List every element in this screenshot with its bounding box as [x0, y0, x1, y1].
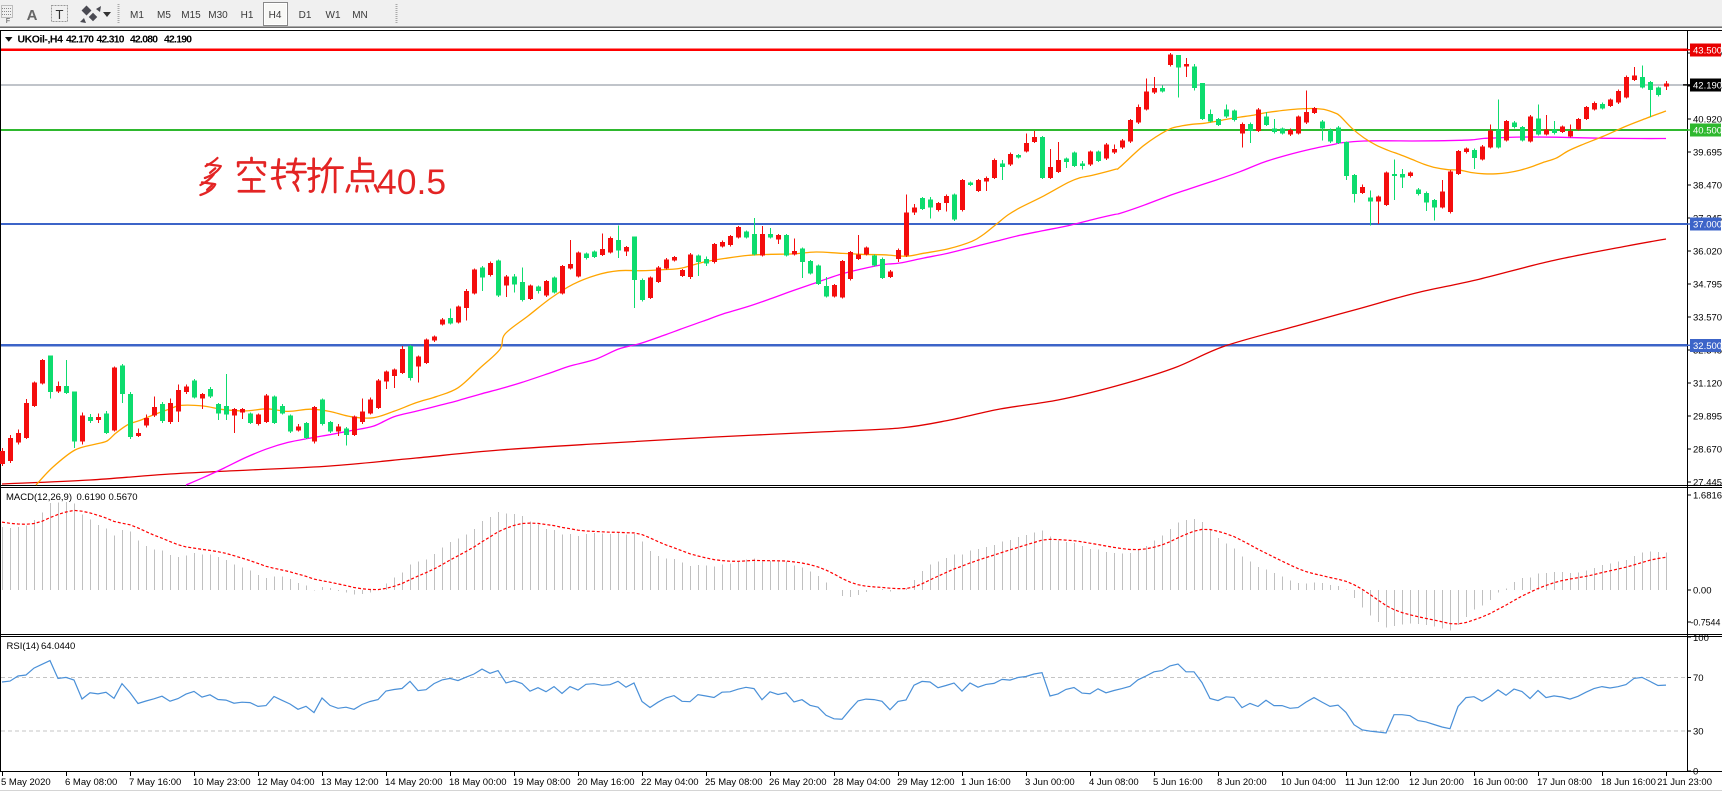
svg-text:1 Jun 16:00: 1 Jun 16:00 — [961, 777, 1011, 788]
svg-text:40.500: 40.500 — [1693, 126, 1722, 137]
svg-text:34.795: 34.795 — [1693, 280, 1722, 291]
svg-text:0.6190: 0.6190 — [77, 492, 106, 503]
svg-text:19 May 08:00: 19 May 08:00 — [513, 777, 571, 788]
svg-text:H4: H4 — [269, 10, 282, 21]
svg-text:12 May 04:00: 12 May 04:00 — [257, 777, 315, 788]
svg-text:D1: D1 — [299, 10, 312, 21]
svg-text:H1: H1 — [241, 10, 254, 21]
svg-text:0.00: 0.00 — [1693, 586, 1712, 597]
svg-text:W1: W1 — [326, 10, 341, 21]
svg-text:28 May 04:00: 28 May 04:00 — [833, 777, 891, 788]
svg-text:5 Jun 16:00: 5 Jun 16:00 — [1153, 777, 1203, 788]
svg-text:42.310: 42.310 — [97, 35, 125, 46]
svg-text:39.695: 39.695 — [1693, 148, 1722, 159]
svg-text:36.020: 36.020 — [1693, 247, 1722, 258]
svg-text:37.000: 37.000 — [1693, 220, 1722, 231]
svg-text:RSI(14): RSI(14) — [7, 641, 40, 652]
svg-text:18 Jun 16:00: 18 Jun 16:00 — [1601, 777, 1656, 788]
svg-text:22 May 04:00: 22 May 04:00 — [641, 777, 699, 788]
svg-text:-0.7544: -0.7544 — [1691, 618, 1721, 628]
svg-text:1.6816: 1.6816 — [1693, 491, 1722, 502]
svg-text:25 May 08:00: 25 May 08:00 — [705, 777, 763, 788]
svg-text:0.5670: 0.5670 — [109, 492, 138, 503]
svg-text:38.470: 38.470 — [1693, 181, 1722, 192]
svg-text:3 Jun 00:00: 3 Jun 00:00 — [1025, 777, 1075, 788]
svg-text:21 Jun 23:00: 21 Jun 23:00 — [1657, 777, 1712, 788]
svg-text:42.190: 42.190 — [164, 35, 192, 46]
svg-text:10 Jun 04:00: 10 Jun 04:00 — [1281, 777, 1336, 788]
svg-text:17 Jun 08:00: 17 Jun 08:00 — [1537, 777, 1592, 788]
svg-text:42.170: 42.170 — [66, 35, 94, 46]
svg-text:16 Jun 00:00: 16 Jun 00:00 — [1473, 777, 1528, 788]
svg-text:F: F — [6, 18, 10, 25]
svg-text:A: A — [27, 7, 38, 24]
svg-text:29 May 12:00: 29 May 12:00 — [897, 777, 955, 788]
svg-text:43.500: 43.500 — [1693, 45, 1722, 56]
svg-text:40.5: 40.5 — [377, 162, 446, 202]
svg-text:5 May 2020: 5 May 2020 — [1, 777, 51, 788]
svg-text:M15: M15 — [181, 10, 201, 21]
svg-text:7 May 16:00: 7 May 16:00 — [129, 777, 181, 788]
svg-text:MACD(12,26,9): MACD(12,26,9) — [6, 492, 72, 503]
svg-text:29.895: 29.895 — [1693, 412, 1722, 423]
svg-text:32.500: 32.500 — [1693, 341, 1722, 352]
svg-text:M30: M30 — [208, 10, 228, 21]
svg-text:28.670: 28.670 — [1693, 445, 1722, 456]
svg-text:100: 100 — [1693, 633, 1709, 644]
svg-text:4 Jun 08:00: 4 Jun 08:00 — [1089, 777, 1139, 788]
svg-text:33.570: 33.570 — [1693, 313, 1722, 324]
svg-text:11 Jun 12:00: 11 Jun 12:00 — [1345, 777, 1399, 788]
svg-text:M5: M5 — [157, 10, 171, 21]
svg-text:T: T — [56, 7, 64, 22]
svg-text:10 May 23:00: 10 May 23:00 — [193, 777, 251, 788]
svg-text:13 May 12:00: 13 May 12:00 — [321, 777, 379, 788]
svg-text:26 May 20:00: 26 May 20:00 — [769, 777, 827, 788]
svg-text:27.445: 27.445 — [1693, 478, 1722, 489]
svg-text:12 Jun 20:00: 12 Jun 20:00 — [1409, 777, 1464, 788]
svg-text:70: 70 — [1693, 673, 1704, 684]
svg-text:42.080: 42.080 — [130, 35, 158, 46]
svg-text:UKOil-,H4: UKOil-,H4 — [18, 34, 64, 46]
svg-text:31.120: 31.120 — [1693, 379, 1722, 390]
svg-text:M1: M1 — [130, 10, 144, 21]
svg-text:64.0440: 64.0440 — [41, 641, 75, 652]
svg-text:42.190: 42.190 — [1693, 80, 1722, 91]
svg-text:40.920: 40.920 — [1693, 115, 1722, 126]
svg-text:18 May 00:00: 18 May 00:00 — [449, 777, 507, 788]
svg-text:MN: MN — [352, 10, 368, 21]
svg-text:6 May 08:00: 6 May 08:00 — [65, 777, 117, 788]
svg-text:20 May 16:00: 20 May 16:00 — [577, 777, 635, 788]
svg-text:0: 0 — [1693, 767, 1698, 778]
svg-text:8 Jun 20:00: 8 Jun 20:00 — [1217, 777, 1267, 788]
svg-text:14 May 20:00: 14 May 20:00 — [385, 777, 443, 788]
svg-text:30: 30 — [1693, 726, 1704, 737]
